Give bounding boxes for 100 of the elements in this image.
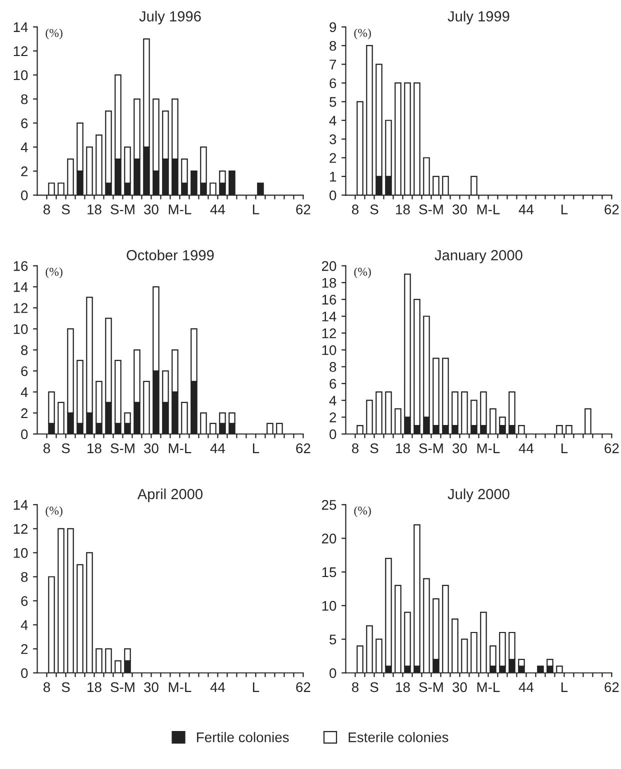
x-tick-label: L (252, 682, 260, 692)
y-axis-title: (%) (354, 506, 371, 518)
chart-title: October 1999 (126, 250, 214, 260)
y-axis-title: (%) (46, 267, 62, 278)
y-tick-label: 14 (14, 282, 28, 292)
legend-label: Esterile colonies (348, 732, 448, 742)
y-tick-label: 1 (330, 172, 336, 182)
x-tick-label: L (561, 444, 568, 454)
y-tick-label: 18 (322, 278, 336, 288)
x-tick-label: 62 (296, 443, 310, 454)
y-axis-title: (%) (354, 28, 371, 40)
y-tick-label: 20 (322, 534, 336, 544)
chart-title: July 2000 (448, 488, 510, 502)
y-tick-label: 4 (329, 396, 336, 406)
y-tick-label: 4 (20, 620, 28, 630)
x-tick-label: M-L (168, 444, 192, 454)
x-tick-label: 44 (210, 204, 226, 214)
chart-title: July 1999 (448, 10, 510, 24)
x-tick-label: 18 (88, 443, 102, 454)
x-tick-label: 44 (518, 204, 534, 214)
y-tick-label: 8 (21, 572, 28, 582)
y-axis-title: (%) (46, 506, 62, 518)
x-tick-label: S (62, 682, 70, 692)
y-axis-title: (%) (46, 28, 62, 40)
x-tick-label: S (62, 204, 70, 214)
x-tick-label: S (370, 204, 378, 214)
y-tick-label: 20 (322, 261, 336, 271)
x-tick-label: 30 (452, 204, 467, 214)
x-tick-label: 8 (352, 682, 359, 692)
y-tick-label: 0 (21, 429, 28, 440)
y-tick-label: 10 (322, 600, 336, 611)
x-tick-label: 30 (452, 443, 467, 454)
x-tick-label: S (62, 443, 70, 454)
x-tick-label: L (561, 204, 568, 214)
x-tick-label: 44 (210, 682, 226, 692)
y-tick-label: 7 (330, 60, 336, 70)
x-tick-label: L (252, 204, 260, 214)
chart-title: January 2000 (434, 250, 522, 264)
y-tick-label: 6 (330, 378, 336, 389)
y-tick-label: 8 (330, 362, 336, 372)
x-tick-label: 18 (88, 682, 102, 692)
x-tick-label: 8 (44, 443, 50, 454)
y-tick-label: 6 (330, 78, 336, 88)
x-tick-label: 18 (396, 682, 410, 692)
y-tick-label: 2 (330, 153, 336, 163)
x-tick-label: 18 (396, 443, 410, 454)
y-axis-title: (%) (354, 267, 371, 278)
x-tick-label: S-M (110, 443, 134, 454)
y-tick-label: 4 (20, 142, 28, 152)
y-tick-label: 10 (14, 70, 28, 80)
x-tick-label: S (370, 443, 378, 454)
y-tick-label: 14 (322, 312, 336, 322)
y-tick-label: 4 (20, 387, 28, 397)
x-tick-label: 30 (452, 682, 467, 692)
y-tick-label: 0 (21, 190, 28, 200)
x-tick-label: 18 (88, 204, 102, 214)
y-tick-label: 6 (21, 596, 28, 606)
legend-label: Fertile colonies (197, 732, 289, 742)
y-tick-label: 14 (14, 22, 28, 32)
y-tick-label: 12 (14, 524, 28, 534)
x-tick-label: M-L (168, 682, 192, 692)
y-tick-label: 6 (21, 366, 28, 376)
x-tick-label: S (370, 682, 378, 692)
x-tick-label: M-L (168, 204, 192, 214)
y-tick-label: 14 (14, 500, 28, 510)
x-tick-label: S-M (419, 204, 443, 214)
y-tick-label: 5 (330, 634, 336, 644)
y-tick-label: 2 (21, 644, 28, 654)
x-tick-label: S-M (419, 682, 443, 692)
y-tick-label: 5 (330, 97, 336, 107)
y-tick-label: 12 (14, 46, 28, 56)
x-tick-label: 44 (518, 444, 534, 454)
x-tick-label: L (561, 682, 568, 692)
x-tick-label: 8 (352, 443, 359, 454)
x-tick-label: 62 (296, 682, 310, 692)
x-tick-label: 62 (604, 204, 619, 214)
y-tick-label: 8 (21, 345, 28, 356)
y-tick-label: 12 (322, 328, 336, 338)
x-tick-label: 8 (352, 204, 359, 214)
y-tick-label: 15 (322, 567, 336, 578)
y-tick-label: 6 (21, 118, 28, 128)
y-tick-label: 10 (14, 324, 28, 334)
y-tick-label: 8 (330, 40, 336, 51)
x-tick-label: S-M (110, 204, 134, 214)
y-tick-label: 16 (14, 261, 28, 271)
y-tick-label: 10 (14, 548, 28, 558)
chart-title: July 1996 (139, 10, 201, 24)
x-tick-label: 44 (210, 444, 226, 454)
y-tick-label: 0 (21, 668, 28, 678)
y-tick-label: 2 (21, 408, 28, 418)
x-tick-label: M-L (477, 682, 500, 692)
y-tick-label: 0 (330, 429, 336, 440)
y-tick-label: 25 (322, 500, 336, 510)
x-tick-label: 62 (604, 443, 619, 454)
x-tick-label: 44 (518, 682, 534, 692)
x-tick-label: S-M (419, 443, 443, 454)
y-tick-label: 9 (330, 22, 336, 32)
y-tick-label: 2 (21, 166, 28, 176)
x-tick-label: 30 (144, 204, 158, 214)
x-tick-label: S-M (110, 682, 134, 692)
